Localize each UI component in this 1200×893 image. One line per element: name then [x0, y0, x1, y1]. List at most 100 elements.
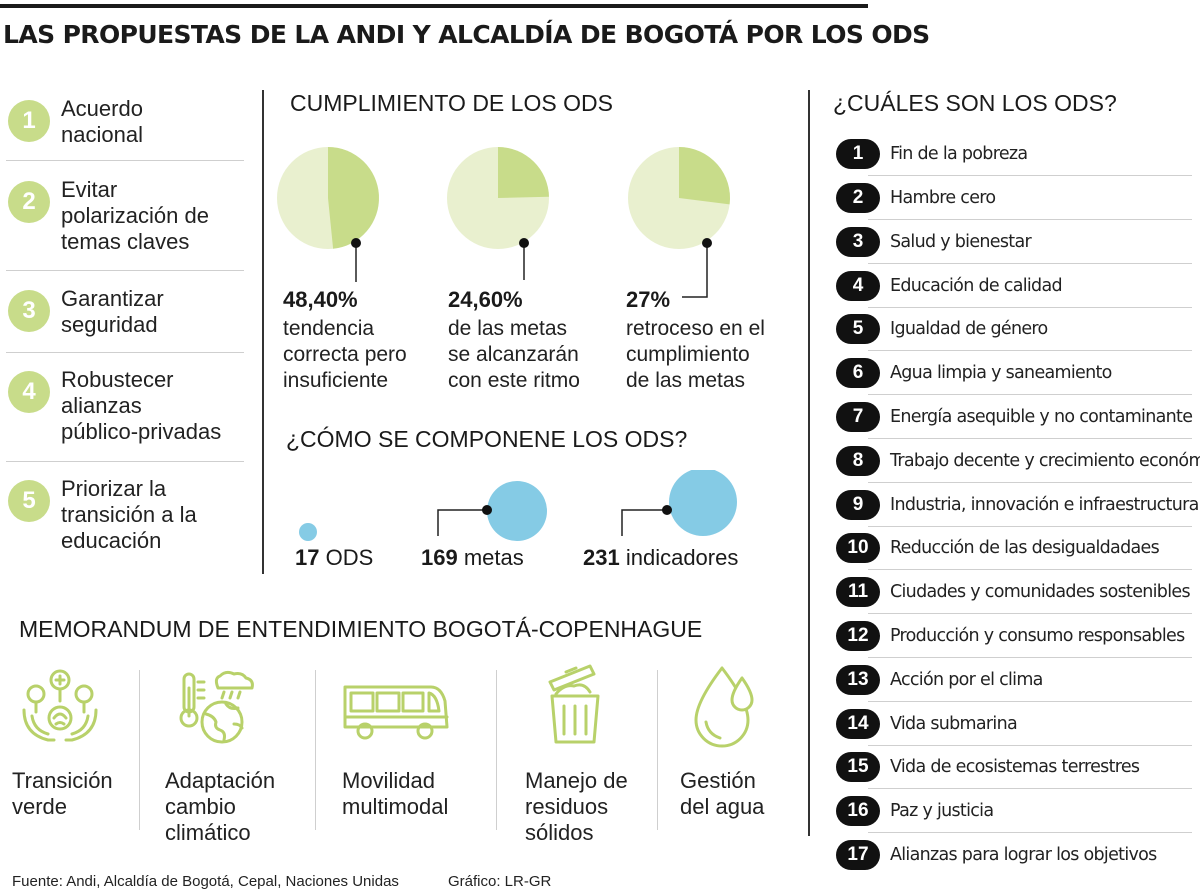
divider-right [808, 90, 810, 836]
pie-chart-2 [447, 147, 549, 280]
composicion-heading: ¿CÓMO SE COMPONENE LOS ODS? [286, 426, 688, 452]
memo-label-adaptacion: Adaptación cambio climático [165, 768, 276, 845]
ods-label: Ciudades y comunidades sostenibles [890, 582, 1191, 602]
proposal-number: 4 [8, 371, 50, 413]
pie-chart-1 [277, 147, 379, 282]
pie-slice [679, 147, 731, 205]
ods-number: 2 [836, 183, 880, 213]
ods-number: 15 [836, 752, 880, 782]
ods-item-6: 6 Agua limpia y saneamiento [836, 351, 1192, 395]
pie-marker [351, 238, 361, 248]
proposal-item-4: 4 Robustecer alianzas público-privadas [8, 367, 244, 445]
bubble-leader [621, 509, 667, 536]
cumplimiento-heading: CUMPLIMIENTO DE LOS ODS [290, 90, 613, 116]
ods-item-11: 11 Ciudades y comunidades sostenibles [836, 570, 1192, 614]
page-title: LAS PROPUESTAS DE LA ANDI Y ALCALDÍA DE … [3, 20, 930, 49]
credit-note: Gráfico: LR-GR [448, 873, 552, 890]
pie-slice [328, 147, 379, 249]
ods-item-10: 10 Reducción de las desigualdadaes [836, 526, 1192, 570]
ods-label: Energía asequible y no contaminante [890, 407, 1193, 427]
proposal-separator [6, 352, 244, 353]
pie-leader [682, 243, 708, 298]
ods-number: 7 [836, 402, 880, 432]
composicion-metas-label: 169 metas [421, 545, 524, 570]
ods-number: 3 [836, 227, 880, 257]
ods-label: Hambre cero [890, 188, 996, 208]
ods-item-3: 3 Salud y bienestar [836, 220, 1192, 264]
ods-item-2: 2 Hambre cero [836, 176, 1192, 220]
ods-separator [868, 832, 1192, 833]
ods-separator [868, 482, 1192, 483]
proposal-number: 2 [8, 181, 50, 223]
ods-separator [868, 263, 1192, 264]
source-note: Fuente: Andi, Alcaldía de Bogotá, Cepal,… [12, 873, 399, 890]
memo-separator [496, 670, 497, 830]
memo-label-transicion: Transición verde [12, 768, 113, 819]
composicion-bubbles [299, 470, 737, 541]
ods-number: 17 [836, 840, 880, 870]
ods-number: 12 [836, 621, 880, 651]
ods-item-5: 5 Igualdad de género [836, 307, 1192, 351]
ods-item-4: 4 Educación de calidad [836, 264, 1192, 308]
bubble-ods [299, 523, 317, 541]
ods-number: 6 [836, 358, 880, 388]
ods-number: 14 [836, 709, 880, 739]
ods-number: 10 [836, 533, 880, 563]
cumplimiento-pies [277, 147, 731, 298]
ods-label: Trabajo decente y crecimiento económico [890, 451, 1200, 471]
ods-separator [868, 526, 1192, 527]
ods-number: 4 [836, 271, 880, 301]
bus-icon [343, 685, 449, 740]
ods-separator [868, 350, 1192, 351]
ods-separator [868, 701, 1192, 702]
pie-marker [702, 238, 712, 248]
ods-number: 11 [836, 577, 880, 607]
top-rule [0, 4, 868, 8]
plant-hands-icon [22, 669, 98, 742]
ods-separator [868, 175, 1192, 176]
composicion-ods-label: 17 ODS [295, 545, 374, 570]
proposal-text: Robustecer alianzas público-privadas [61, 367, 222, 444]
pie-slice [498, 147, 549, 198]
proposal-item-1: 1 Acuerdo nacional [8, 96, 244, 148]
ods-label: Paz y justicia [890, 801, 994, 821]
pie-chart-3 [628, 147, 731, 298]
pie-caption-2: 24,60% de las metas se alcanzarán con es… [448, 287, 618, 394]
bubble-leader [437, 509, 487, 536]
ods-label: Salud y bienestar [890, 232, 1032, 252]
proposal-text: Garantizar seguridad [61, 286, 164, 337]
proposal-text: Acuerdo nacional [61, 96, 143, 147]
proposal-separator [6, 461, 244, 462]
memo-separator [657, 670, 658, 830]
ods-number: 16 [836, 796, 880, 826]
bubble-marker [482, 505, 492, 515]
proposal-number: 3 [8, 290, 50, 332]
ods-heading: ¿CUÁLES SON LOS ODS? [833, 90, 1117, 116]
ods-number: 8 [836, 446, 880, 476]
ods-separator [868, 657, 1192, 658]
ods-label: Vida de ecosistemas terrestres [890, 757, 1140, 777]
thermometer-globe-icon [179, 670, 254, 744]
ods-label: Alianzas para lograr los objetivos [890, 845, 1157, 865]
bubble-marker [662, 505, 672, 515]
ods-item-16: 16 Paz y justicia [836, 789, 1192, 833]
bubble-metas [487, 481, 547, 541]
proposal-separator [6, 270, 244, 271]
composicion-indicadores-label: 231 indicadores [583, 545, 739, 570]
proposal-text: Evitar polarización de temas claves [61, 177, 209, 254]
proposal-text: Priorizar la transición a la educación [61, 476, 197, 553]
ods-item-17: 17 Alianzas para lograr los objetivos [836, 833, 1192, 877]
memo-label-residuos: Manejo de residuos sólidos [525, 768, 628, 845]
ods-label: Reducción de las desigualdadaes [890, 538, 1160, 558]
ods-item-9: 9 Industria, innovación e infraestructura [836, 483, 1199, 527]
ods-separator [868, 613, 1192, 614]
ods-number: 5 [836, 314, 880, 344]
ods-separator [868, 394, 1192, 395]
ods-separator [868, 307, 1192, 308]
ods-item-14: 14 Vida submarina [836, 702, 1192, 746]
divider-left [262, 90, 264, 574]
memo-label-movilidad: Movilidad multimodal [342, 768, 449, 819]
ods-separator [868, 788, 1192, 789]
ods-label: Igualdad de género [890, 319, 1048, 339]
ods-separator [868, 569, 1192, 570]
